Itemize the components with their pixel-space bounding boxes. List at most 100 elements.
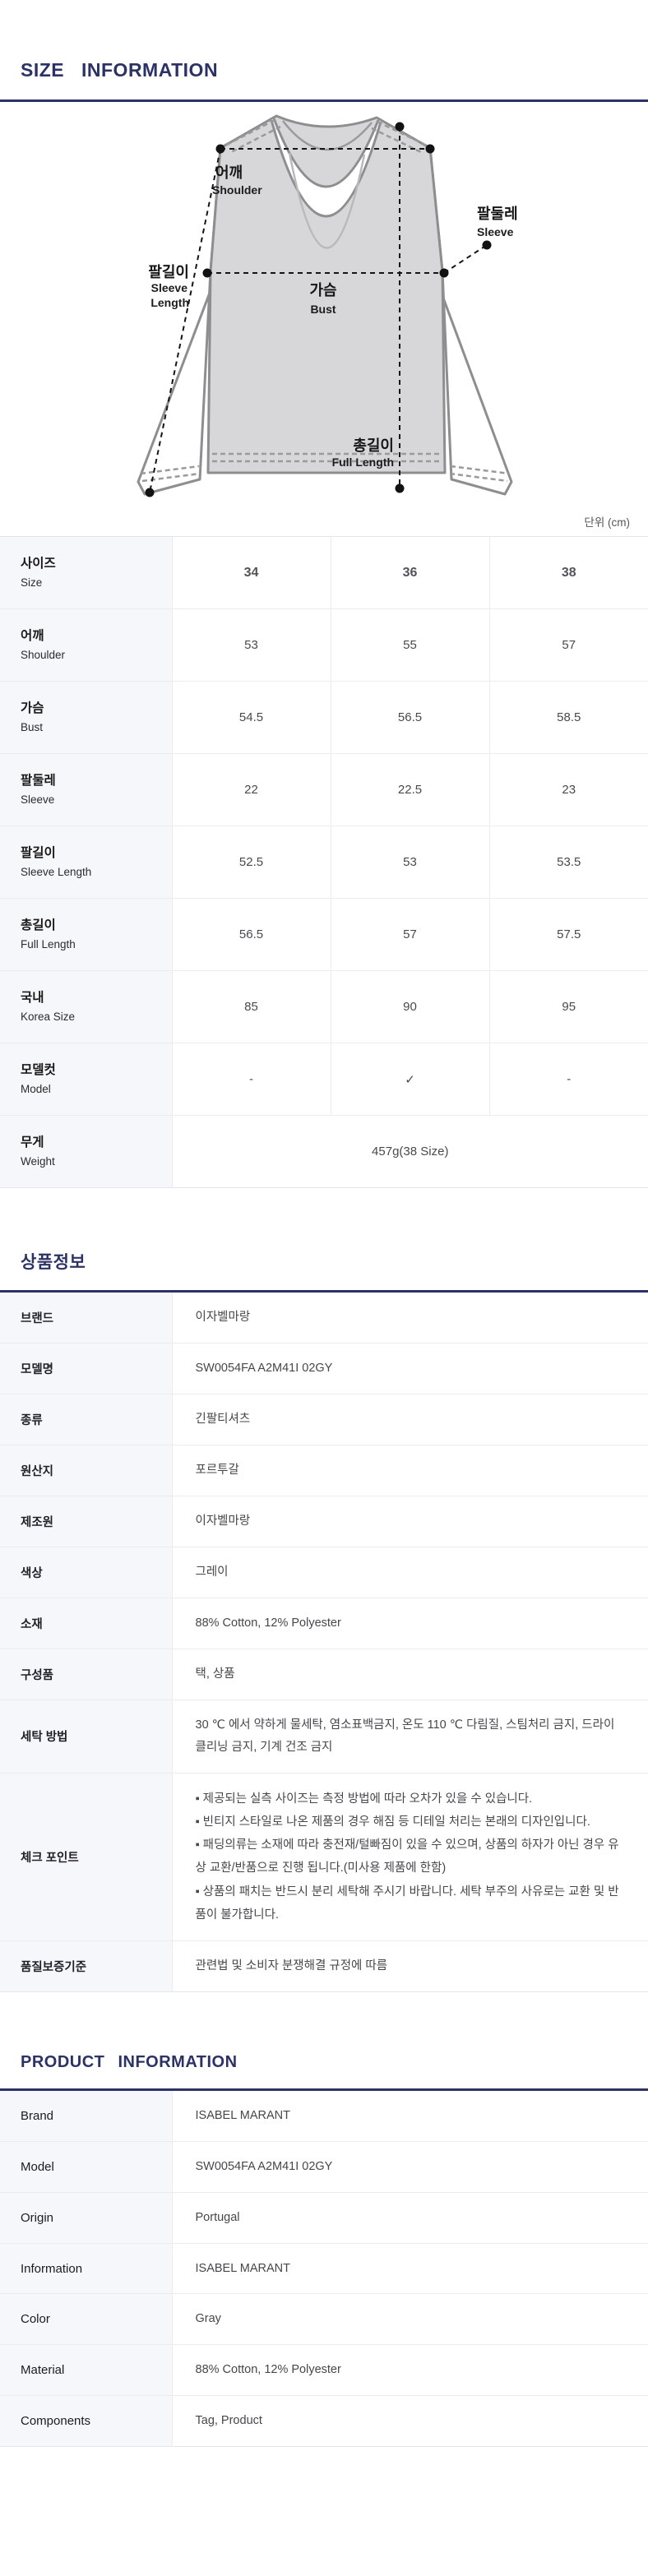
- info-en-value: Portugal: [171, 2191, 648, 2244]
- size-table-row: 무게 Weight 457g(38 Size): [0, 1115, 648, 1188]
- size-table-row: 사이즈 Size 34 36 38: [0, 536, 648, 609]
- info-en-row: Origin Portugal: [0, 2191, 648, 2244]
- size-table-row: 국내 Korea Size 85 90 95: [0, 970, 648, 1043]
- info-kr-label: 소재: [0, 1598, 172, 1649]
- size-row-label-ko: 사이즈: [21, 557, 56, 571]
- info-kr-label: 종류: [0, 1394, 172, 1445]
- product-info-kr-section: 상품정보 브랜드 이자벨마랑 모델명 SW0054FA A2M41I 02GY 종류 긴팔…: [0, 1249, 648, 1993]
- info-en-label: Information: [0, 2242, 172, 2294]
- product-info-en-header: PRODUCT INFORMATION: [0, 2053, 648, 2092]
- info-kr-row: 색상 그레이: [0, 1547, 648, 1598]
- full-length-label-ko: 총길이: [353, 437, 394, 454]
- bust-label-en: Bust: [310, 303, 336, 316]
- info-en-label: Model: [0, 2141, 172, 2193]
- size-value-cell: -: [171, 1043, 331, 1116]
- size-value-cell: 53.5: [488, 826, 648, 899]
- info-en-label: Material: [0, 2344, 172, 2396]
- info-kr-row: 세탁 방법 30 ℃ 에서 약하게 물세탁, 염소표백금지, 온도 110 ℃ 다…: [0, 1700, 648, 1774]
- info-kr-label: 제조원: [0, 1496, 172, 1547]
- info-kr-label: 원산지: [0, 1445, 172, 1496]
- size-row-label-en: Full Length: [21, 937, 76, 950]
- info-kr-row: 체크 포인트 ▪ 제공되는 실측 사이즈는 측정 방법에 따라 오차가 있을 수 …: [0, 1772, 648, 1941]
- sleeve-label-en: Sleeve: [477, 225, 514, 238]
- info-en-value: Tag, Product: [171, 2395, 648, 2447]
- product-info-en-section: PRODUCT INFORMATION Brand ISABEL MARANT Mo…: [0, 2053, 648, 2447]
- size-row-label-en: Size: [21, 576, 43, 589]
- sleeve-label-ko: 팔둘레: [477, 206, 518, 222]
- info-kr-row: 원산지 포르투갈: [0, 1445, 648, 1496]
- sleeve-length-label-en1: Sleeve: [151, 281, 188, 294]
- info-kr-label: 세탁 방법: [0, 1700, 172, 1774]
- size-info-title: SIZE INFORMATION: [21, 59, 219, 81]
- size-value-cell: 58.5: [488, 681, 648, 754]
- size-row-label-en: Sleeve Length: [21, 865, 92, 878]
- size-value-merged: 457g(38 Size): [171, 1115, 648, 1188]
- size-row-label-ko: 국내: [21, 991, 44, 1006]
- full-length-label-en: Full Length: [332, 456, 394, 469]
- info-kr-row: 품질보증기준 관련법 및 소비자 분쟁해결 규정에 따름: [0, 1940, 648, 1992]
- info-kr-row: 종류 긴팔티셔츠: [0, 1394, 648, 1445]
- product-info-kr-table: 브랜드 이자벨마랑 모델명 SW0054FA A2M41I 02GY 종류 긴팔티셔츠 원산…: [0, 1293, 648, 1993]
- size-value-cell: 23: [488, 753, 648, 826]
- size-value-cell: 57: [330, 898, 489, 971]
- info-en-row: Brand ISABEL MARANT: [0, 2091, 648, 2142]
- sleeve-length-label-ko: 팔길이: [148, 263, 189, 280]
- size-row-label: 무게 Weight: [0, 1115, 172, 1188]
- info-kr-label: 체크 포인트: [0, 1772, 172, 1941]
- info-en-value: ISABEL MARANT: [171, 2242, 648, 2294]
- size-value-cell: ✓: [330, 1043, 489, 1116]
- info-en-row: Model SW0054FA A2M41I 02GY: [0, 2141, 648, 2193]
- size-row-label: 팔길이 Sleeve Length: [0, 826, 172, 899]
- size-row-label-ko: 어깨: [21, 629, 44, 644]
- size-value-cell: 54.5: [171, 681, 331, 754]
- info-kr-label: 구성품: [0, 1649, 172, 1700]
- product-info-en-title: PRODUCT INFORMATION: [21, 2053, 238, 2072]
- size-table: 사이즈 Size 34 36 38 어깨 Shoulder 53 55 57 가슴 Bust 54.5 5…: [0, 536, 648, 1188]
- size-row-label: 팔둘레 Sleeve: [0, 753, 172, 826]
- size-value-cell: 56.5: [330, 681, 489, 754]
- size-row-label: 사이즈 Size: [0, 536, 172, 609]
- size-row-label-ko: 모델컷: [21, 1063, 56, 1078]
- size-column-header: 36: [330, 536, 489, 609]
- size-value-cell: 22: [171, 753, 331, 826]
- size-value-cell: 52.5: [171, 826, 331, 899]
- size-value-cell: 55: [330, 608, 489, 682]
- size-value-cell: 57: [488, 608, 648, 682]
- size-row-label: 어깨 Shoulder: [0, 608, 172, 682]
- size-row-label: 총길이 Full Length: [0, 898, 172, 971]
- sleeve-length-label-en2: Length: [150, 296, 189, 309]
- info-en-value: 88% Cotton, 12% Polyester: [171, 2344, 648, 2396]
- info-en-row: Information ISABEL MARANT: [0, 2242, 648, 2294]
- info-kr-bullet-item: ▪ 빈티지 스타일로 나온 제품의 경우 해짐 등 디테일 처리는 본래의 디자…: [195, 1815, 590, 1829]
- size-table-row: 팔둘레 Sleeve 22 22.5 23: [0, 753, 648, 826]
- size-value-cell: 53: [171, 608, 331, 682]
- info-kr-value: 택, 상품: [171, 1649, 648, 1700]
- size-row-label-ko: 가슴: [21, 701, 44, 716]
- size-row-label: 모델컷 Model: [0, 1043, 172, 1116]
- size-table-row: 가슴 Bust 54.5 56.5 58.5: [0, 681, 648, 754]
- info-en-value: ISABEL MARANT: [171, 2091, 648, 2142]
- size-value-cell: 22.5: [330, 753, 489, 826]
- size-row-label-ko: 팔둘레: [21, 774, 56, 789]
- size-table-row: 총길이 Full Length 56.5 57 57.5: [0, 898, 648, 971]
- product-info-kr-header: 상품정보: [0, 1249, 648, 1293]
- info-kr-value: 이자벨마랑: [171, 1293, 648, 1343]
- info-kr-bullet-item: ▪ 제공되는 실측 사이즈는 측정 방법에 따라 오차가 있을 수 있습니다.: [195, 1792, 533, 1806]
- info-en-label: Color: [0, 2293, 172, 2345]
- size-value-cell: 95: [488, 970, 648, 1043]
- size-row-label-en: Weight: [21, 1154, 55, 1168]
- size-row-label-en: Model: [21, 1082, 51, 1095]
- size-row-label: 가슴 Bust: [0, 681, 172, 754]
- size-row-label-ko: 팔길이: [21, 846, 56, 861]
- info-kr-label: 모델명: [0, 1343, 172, 1394]
- info-kr-row: 구성품 택, 상품: [0, 1649, 648, 1700]
- size-row-label-ko: 총길이: [21, 918, 56, 933]
- shoulder-label-en: Shoulder: [212, 183, 262, 197]
- size-value-cell: 56.5: [171, 898, 331, 971]
- info-kr-row: 소재 88% Cotton, 12% Polyester: [0, 1598, 648, 1649]
- size-row-label-en: Bust: [21, 720, 44, 733]
- tshirt-body: [206, 114, 447, 474]
- measurement-lines: [149, 127, 488, 493]
- unit-label: 단위 (cm): [584, 516, 630, 529]
